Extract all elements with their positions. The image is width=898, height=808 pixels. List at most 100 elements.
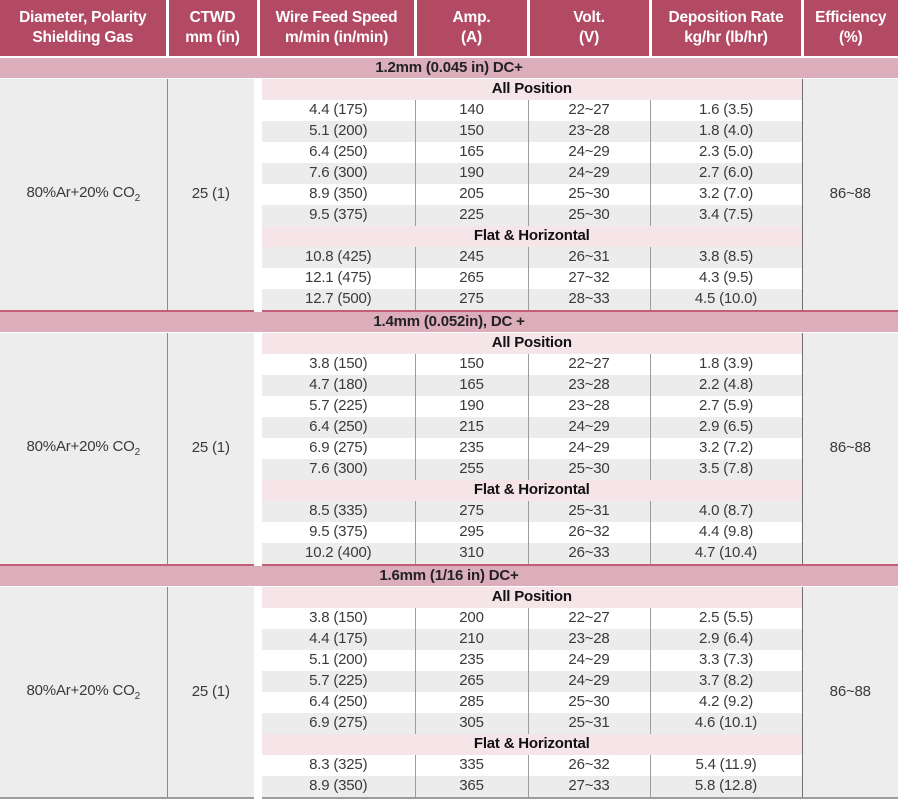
data-cell: 2.7 (6.0) xyxy=(649,163,802,184)
data-cell: 28~33 xyxy=(527,289,650,311)
table-row: 5.1 (200) 150 23~28 1.8 (4.0) xyxy=(0,121,898,142)
data-cell: 23~28 xyxy=(527,396,650,417)
data-cell: 26~32 xyxy=(527,755,650,776)
data-cell: 210 xyxy=(414,629,528,650)
section-title: 1.4mm (0.052in), DC + xyxy=(0,310,898,333)
position-subheader: All Position xyxy=(258,586,802,608)
data-cell: 165 xyxy=(414,375,528,396)
shielding-gas-subscript: 2 xyxy=(134,447,141,458)
data-cell: 8.5 (335) xyxy=(258,501,415,522)
header-cell-ctwd: CTWD mm (in) xyxy=(165,0,258,58)
header-line: Deposition Rate xyxy=(668,8,784,26)
data-cell: 6.4 (250) xyxy=(258,417,415,438)
position-subheader: All Position xyxy=(258,78,802,100)
table-row: 10.8 (425) 245 26~31 3.8 (8.5) xyxy=(0,247,898,268)
data-cell: 2.5 (5.5) xyxy=(649,608,802,629)
shielding-gas-label: 80%Ar+20% CO xyxy=(26,438,135,455)
data-cell: 295 xyxy=(414,522,528,543)
data-cell: 4.4 (9.8) xyxy=(649,522,802,543)
data-cell: 7.6 (300) xyxy=(258,459,415,480)
data-cell: 5.1 (200) xyxy=(258,121,415,142)
position-subheader: All Position xyxy=(258,332,802,354)
data-cell: 25~30 xyxy=(527,184,650,205)
data-cell: 27~33 xyxy=(527,776,650,798)
table-row: 3.8 (150) 150 22~27 1.8 (3.9) xyxy=(0,354,898,375)
header-line: Diameter, Polarity xyxy=(19,8,147,26)
data-cell: 2.9 (6.5) xyxy=(649,417,802,438)
position-subheader-row: 80%Ar+20% CO2 25 (1) All Position 86~88 xyxy=(0,332,898,565)
table-row: 10.2 (400) 310 26~33 4.7 (10.4) xyxy=(0,543,898,565)
header-cell-deposition-rate: Deposition Rate kg/hr (lb/hr) xyxy=(648,0,802,58)
data-cell: 5.7 (225) xyxy=(258,396,415,417)
data-cell: 5.7 (225) xyxy=(258,671,415,692)
section-title-row: 1.4mm (0.052in), DC + xyxy=(0,310,898,333)
data-cell: 24~29 xyxy=(527,417,650,438)
data-cell: 25~30 xyxy=(527,205,650,226)
shielding-gas-cell: 80%Ar+20% CO2 xyxy=(0,332,168,565)
header-cell-wire-feed-speed: Wire Feed Speed m/min (in/min) xyxy=(256,0,415,58)
data-cell: 12.7 (500) xyxy=(258,289,415,311)
data-cell: 27~32 xyxy=(527,268,650,289)
data-cell: 23~28 xyxy=(527,629,650,650)
data-cell: 26~32 xyxy=(527,522,650,543)
data-cell: 275 xyxy=(414,289,528,311)
data-cell: 6.4 (250) xyxy=(258,142,415,163)
data-cell: 285 xyxy=(414,692,528,713)
data-cell: 4.7 (10.4) xyxy=(649,543,802,565)
shielding-gas-subscript: 2 xyxy=(134,690,141,702)
data-cell: 10.8 (425) xyxy=(258,247,415,268)
header-cell-volt: Volt. (V) xyxy=(526,0,650,58)
data-cell: 140 xyxy=(414,100,528,121)
data-cell: 6.9 (275) xyxy=(258,438,415,459)
ctwd-cell: 25 (1) xyxy=(167,78,262,311)
shielding-gas-label: 80%Ar+20% CO xyxy=(26,184,135,201)
section-title-row: 1.2mm (0.045 in) DC+ xyxy=(0,56,898,79)
position-subheader-row: 80%Ar+20% CO2 25 (1) All Position 86~88 xyxy=(0,586,898,798)
header-line: (A) xyxy=(461,29,482,46)
shielding-gas-label: 80%Ar+20% CO xyxy=(26,681,135,699)
data-cell: 4.6 (10.1) xyxy=(649,713,802,734)
data-cell: 23~28 xyxy=(527,375,650,396)
efficiency-cell: 86~88 xyxy=(801,78,898,311)
data-cell: 3.2 (7.0) xyxy=(649,184,802,205)
data-cell: 275 xyxy=(414,501,528,522)
data-cell: 4.5 (10.0) xyxy=(649,289,802,311)
table-row: 3.8 (150) 200 22~27 2.5 (5.5) xyxy=(0,608,898,629)
data-cell: 3.2 (7.2) xyxy=(649,438,802,459)
data-cell: 8.9 (350) xyxy=(258,776,415,798)
data-cell: 3.8 (8.5) xyxy=(649,247,802,268)
position-subheader-row: Flat & Horizontal xyxy=(0,734,898,755)
data-cell: 22~27 xyxy=(527,608,650,629)
data-cell: 335 xyxy=(414,755,528,776)
table-body: 1.2mm (0.045 in) DC+ 80%Ar+20% CO2 25 (1) A… xyxy=(0,56,898,798)
data-cell: 2.3 (5.0) xyxy=(649,142,802,163)
data-cell: 26~31 xyxy=(527,247,650,268)
data-cell: 22~27 xyxy=(527,354,650,375)
data-cell: 25~31 xyxy=(527,713,650,734)
data-cell: 5.1 (200) xyxy=(258,650,415,671)
header-line: (V) xyxy=(578,29,600,46)
data-cell: 1.8 (3.9) xyxy=(649,354,802,375)
table-row: 4.4 (175) 140 22~27 1.6 (3.5) xyxy=(0,100,898,121)
data-cell: 3.7 (8.2) xyxy=(649,671,802,692)
data-cell: 12.1 (475) xyxy=(258,268,415,289)
table-row: 9.5 (375) 225 25~30 3.4 (7.5) xyxy=(0,205,898,226)
table-row: 12.7 (500) 275 28~33 4.5 (10.0) xyxy=(0,289,898,311)
header-line: mm (in) xyxy=(185,29,240,46)
data-cell: 165 xyxy=(414,142,528,163)
data-cell: 1.8 (4.0) xyxy=(649,121,802,142)
data-cell: 2.7 (5.9) xyxy=(649,396,802,417)
position-subheader: Flat & Horizontal xyxy=(258,480,802,501)
data-cell: 200 xyxy=(414,608,528,629)
ctwd-cell: 25 (1) xyxy=(167,332,262,565)
table-row: 7.6 (300) 190 24~29 2.7 (6.0) xyxy=(0,163,898,184)
table-row: 7.6 (300) 255 25~30 3.5 (7.8) xyxy=(0,459,898,480)
data-cell: 4.0 (8.7) xyxy=(649,501,802,522)
header-cell-diameter: Diameter, Polarity Shielding Gas xyxy=(0,0,167,58)
header-line: Volt. xyxy=(573,8,605,26)
data-cell: 310 xyxy=(414,543,528,565)
data-cell: 26~33 xyxy=(527,543,650,565)
position-subheader-row: Flat & Horizontal xyxy=(0,226,898,247)
data-cell: 150 xyxy=(414,354,528,375)
data-cell: 265 xyxy=(414,268,528,289)
